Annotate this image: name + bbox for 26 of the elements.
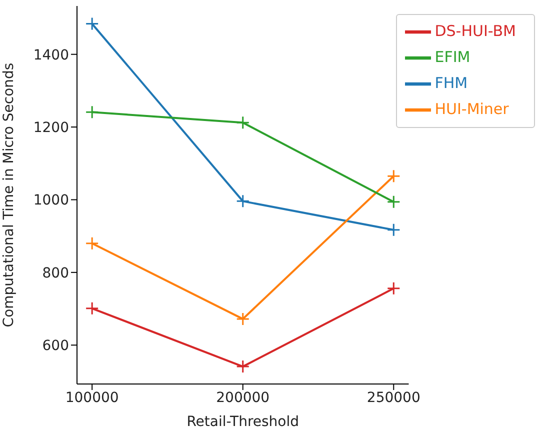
legend-label: EFIM <box>434 48 470 66</box>
point <box>386 195 400 209</box>
point <box>85 17 99 31</box>
x-tick-label: 100000 <box>65 390 119 406</box>
x-tick-label: 200000 <box>216 390 270 406</box>
point <box>236 194 250 208</box>
point <box>85 236 99 250</box>
y-tick-label: 600 <box>42 338 69 354</box>
y-tick-label: 1200 <box>33 120 69 136</box>
y-tick-label: 800 <box>42 265 69 282</box>
point <box>386 169 400 183</box>
x-axis-title: Retail-Threshold <box>186 414 300 430</box>
point <box>386 223 400 237</box>
x-tick-label: 250000 <box>366 390 420 406</box>
point <box>236 360 250 374</box>
y-tick-label: 1400 <box>33 47 69 64</box>
point <box>85 105 99 119</box>
y-axis-title: Computational Time in Micro Seconds <box>0 62 17 328</box>
legend-label: FHM <box>434 74 468 92</box>
point <box>85 302 99 316</box>
point <box>236 116 250 130</box>
legend-label: DS-HUI-BM <box>434 22 516 40</box>
point <box>236 312 250 326</box>
legend-label: HUI-Miner <box>434 100 509 118</box>
y-tick-label: 1000 <box>33 192 69 209</box>
point <box>386 282 400 296</box>
